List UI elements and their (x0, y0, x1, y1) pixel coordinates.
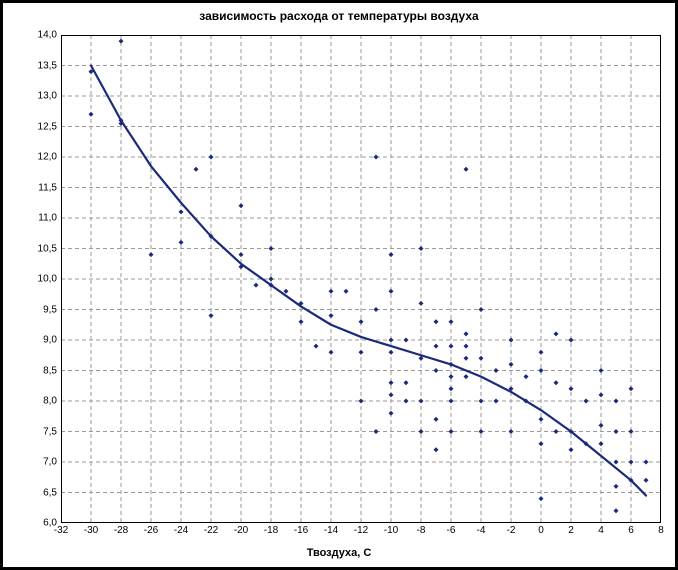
xtick-label: 2 (568, 523, 574, 536)
xtick-label: -22 (204, 523, 218, 536)
xtick-label: -32 (54, 523, 68, 536)
xtick-label: 8 (658, 523, 664, 536)
xtick-label: -12 (354, 523, 368, 536)
x-axis-label: Твоздуха, С (3, 547, 675, 559)
ytick-label: 9,0 (43, 335, 61, 346)
xtick-label: -4 (477, 523, 486, 536)
xtick-label: -6 (447, 523, 456, 536)
ytick-label: 12,0 (38, 152, 61, 163)
xtick-label: -18 (264, 523, 278, 536)
xtick-label: -30 (84, 523, 98, 536)
ytick-label: 13,0 (38, 91, 61, 102)
ytick-label: 7,5 (43, 426, 61, 437)
ytick-label: 7,0 (43, 457, 61, 468)
xtick-label: -10 (384, 523, 398, 536)
ytick-label: 9,5 (43, 304, 61, 315)
ytick-label: 8,0 (43, 396, 61, 407)
ytick-label: 11,5 (38, 182, 61, 193)
ytick-label: 8,5 (43, 365, 61, 376)
ytick-label: 13,5 (38, 60, 61, 71)
xtick-label: -14 (324, 523, 338, 536)
ytick-label: 14,0 (38, 30, 61, 41)
ytick-label: 6,5 (43, 487, 61, 498)
chart-svg (61, 35, 661, 523)
xtick-label: -8 (417, 523, 426, 536)
xtick-label: -20 (234, 523, 248, 536)
ytick-label: 12,5 (38, 121, 61, 132)
ytick-label: 10,0 (38, 274, 61, 285)
chart-title: зависимость расхода от температуры возду… (3, 9, 675, 23)
xtick-label: -26 (144, 523, 158, 536)
xtick-label: -16 (294, 523, 308, 536)
ytick-label: 10,5 (38, 243, 61, 254)
plot-area: 6,06,57,07,58,08,59,09,510,010,511,011,5… (61, 35, 661, 523)
xtick-label: 6 (628, 523, 634, 536)
xtick-label: 0 (538, 523, 544, 536)
ytick-label: 11,0 (38, 213, 61, 224)
xtick-label: -28 (114, 523, 128, 536)
chart-frame: зависимость расхода от температуры возду… (0, 0, 678, 570)
xtick-label: -24 (174, 523, 188, 536)
xtick-label: 4 (598, 523, 604, 536)
xtick-label: -2 (507, 523, 516, 536)
